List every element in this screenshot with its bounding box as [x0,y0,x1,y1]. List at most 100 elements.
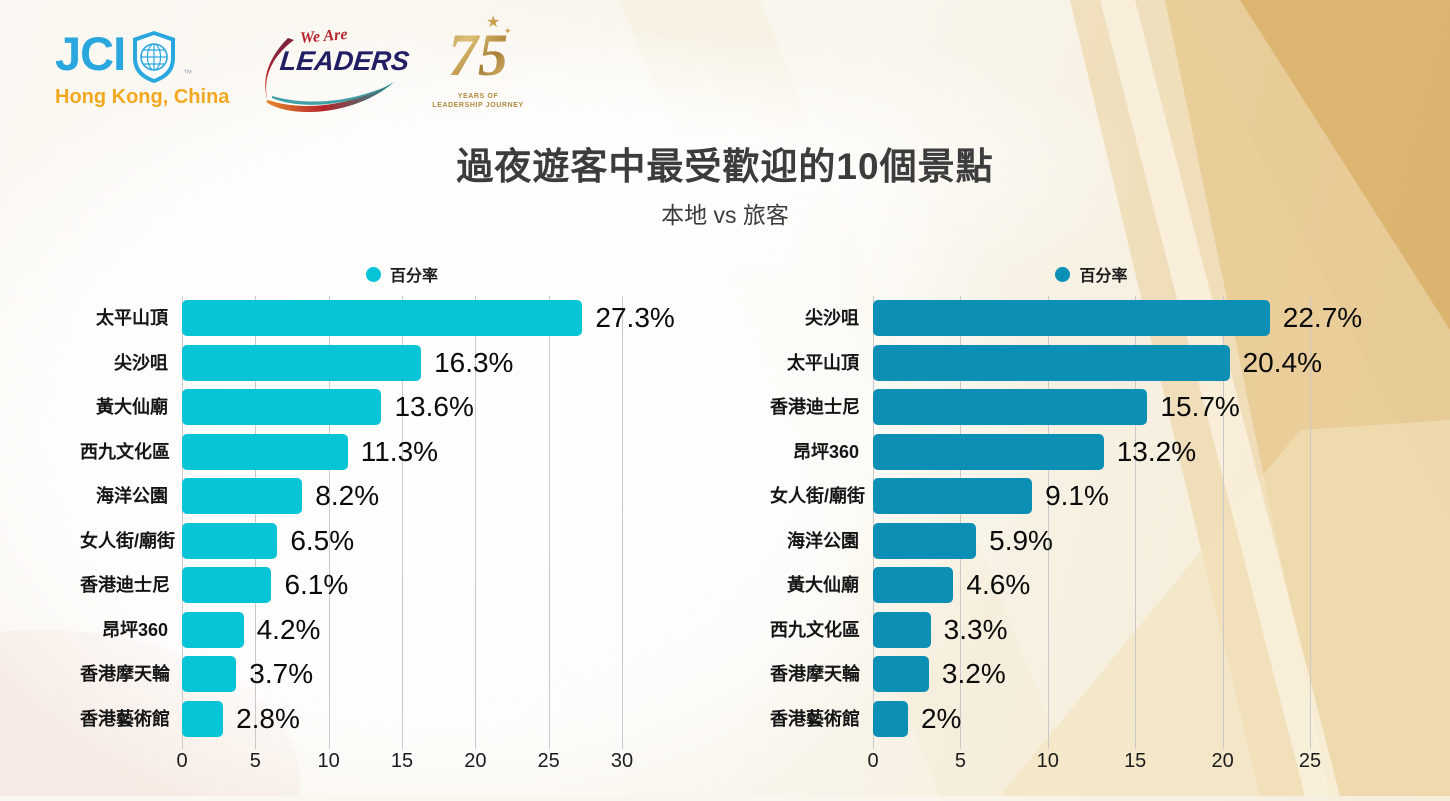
category-label: 尖沙咀 [805,308,859,328]
small-star-icon: ✦ [504,26,512,36]
legend-dot-icon [1055,266,1071,282]
chart-row: 香港藝術館 2.8% [80,697,720,742]
bar [873,344,1230,381]
leaders-swoosh-icon [265,38,394,112]
axis-tick-label: 5 [954,750,966,772]
bar [873,700,908,737]
bar [873,611,931,648]
chart-row: 尖沙咀 16.3% [80,341,720,386]
bar [182,300,583,336]
gridline [402,296,403,749]
bar [873,478,1033,514]
value-label: 5.9% [989,524,1053,556]
category-label: 黃大仙廟 [787,575,859,595]
category-label: 西九文化區 [770,619,860,640]
plot-area: 尖沙咀 22.7% 太平山頂 20.4% 香港迪士尼 15.7% 昂坪360 13.2% 女人街… [770,296,1430,749]
value-label: 3.2% [941,658,1006,689]
axis-tick-label: 25 [1298,750,1322,772]
legend-label: 百分率 [1079,268,1128,285]
chart-row: 香港摩天輪 3.7% [80,652,720,697]
axis-tick-label: 15 [390,750,414,772]
bar [182,611,244,648]
category-label: 太平山頂 [96,308,168,328]
bar-track: 13.6% [182,385,720,430]
chart-row: 西九文化區 11.3% [80,430,720,475]
category-label: 香港藝術館 [80,708,170,729]
chart-row: 昂坪360 4.2% [80,608,720,653]
category-label: 太平山頂 [787,352,859,373]
axis-ticks: 0 5 10 15 20 25 [867,741,1430,773]
value-label: 2% [920,702,962,734]
bar [873,300,1270,336]
category-label: 海洋公園 [787,530,859,551]
star-icon: ★ [486,14,501,31]
bar [182,522,278,559]
bar-track: 20.4% [873,341,1430,386]
value-label: 4.2% [256,613,321,645]
chart-row: 尖沙咀 22.7% [770,296,1430,341]
bar [182,433,348,470]
bar [873,389,1148,425]
bar-track: 27.3% [182,296,720,341]
chart-row: 西九文化區 3.3% [770,608,1430,653]
bar-track: 3.7% [182,652,720,697]
chart-row: 海洋公園 5.9% [770,519,1430,564]
bar-track: 3.2% [873,652,1430,697]
bar-track: 2% [873,697,1430,742]
axis-tick-label: 0 [176,750,188,772]
axis-tick-label: 20 [1211,750,1234,772]
bar-track: 13.2% [873,430,1430,475]
jci-acronym: JCI [55,27,126,80]
category-label: 海洋公園 [96,486,168,506]
gridline [1222,296,1224,749]
chart-row: 香港藝術館 2% [770,697,1430,742]
page-title: 過夜遊客中最受歡迎的10個景點 [456,146,994,187]
chart-row: 黃大仙廟 4.6% [770,563,1430,608]
anniversary-number: 75 [428,16,528,94]
gridline [1047,296,1049,749]
bar [873,567,954,603]
value-label: 13.6% [394,391,474,422]
local-visitors-bar-chart: 百分率太平山頂 27.3% 尖沙咀 16.3% 黃大仙廟 13.6% 西九文化區 11.3% 海… [80,252,720,773]
bar-track: 15.7% [873,385,1430,430]
chart-row: 女人街/廟街 6.5% [80,519,720,564]
page-subtitle: 本地 vs 旅客 [661,202,789,228]
bar [182,656,237,692]
bar-track: 2.8% [182,697,720,742]
category-label: 西九文化區 [80,441,170,462]
value-label: 2.8% [236,702,300,734]
value-label: 16.3% [434,346,514,378]
category-label: 女人街/廟街 [770,486,866,506]
axis-ticks: 0 5 10 15 20 25 30 [176,741,720,773]
value-label: 13.2% [1116,435,1197,467]
value-label: 8.2% [315,480,380,511]
bar-track: 16.3% [182,341,720,386]
value-label: 6.5% [290,524,355,556]
category-label: 女人街/廟街 [80,530,176,551]
bar [182,344,422,381]
value-label: 3.3% [943,613,1008,645]
we-are-leaders-logo: We Are LEADERS [248,22,411,112]
legend-row: 百分率 [80,252,720,296]
bar-track: 3.3% [873,608,1430,653]
chart-row: 女人街/廟街 9.1% [770,474,1430,519]
chart-row: 香港迪士尼 15.7% [770,385,1430,430]
axis-tick-label: 10 [317,750,340,772]
gridline [475,296,477,749]
bar-track: 6.5% [182,519,720,564]
category-label: 香港迪士尼 [770,397,860,417]
small-star-icon: ✦ [498,39,504,45]
category-label: 香港摩天輪 [770,664,860,684]
legend-dot-icon [365,266,381,282]
chart-row: 黃大仙廟 13.6% [80,385,720,430]
plot-area: 太平山頂 27.3% 尖沙咀 16.3% 黃大仙廟 13.6% 西九文化區 11.3% 海洋公園… [80,296,720,749]
value-label: 22.7% [1282,302,1363,333]
legend: 百分率 [182,262,622,286]
axis-tick-label: 0 [867,750,879,772]
anniversary-caption-line2: LEADERSHIP JOURNEY [432,102,524,109]
value-label: 20.4% [1242,346,1322,378]
bar [873,656,929,692]
bar [182,389,382,425]
gridline [548,296,550,749]
jci-shield-icon [133,31,176,83]
